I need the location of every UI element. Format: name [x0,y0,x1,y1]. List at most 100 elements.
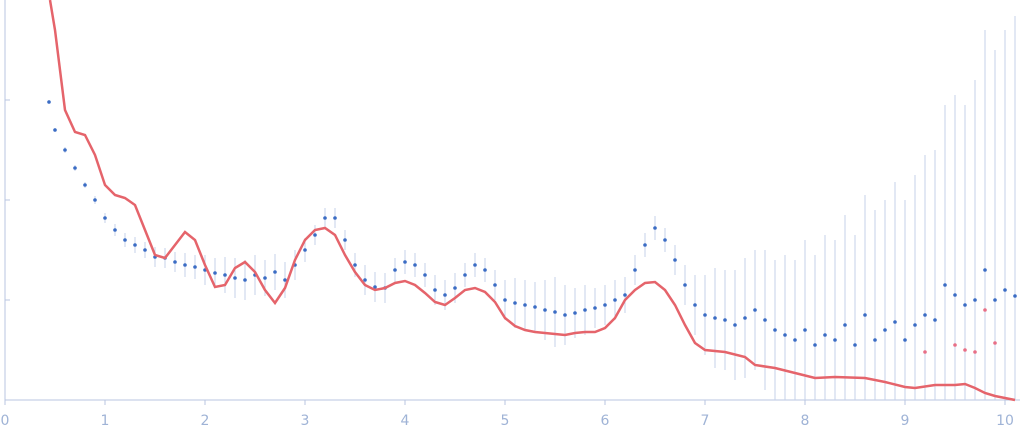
data-point [903,338,907,342]
data-point [433,288,437,292]
data-point [633,268,637,272]
data-point [313,233,317,237]
data-point [263,276,267,280]
data-point [1003,288,1007,292]
data-point [103,216,107,220]
data-point [443,293,447,297]
data-point [323,216,327,220]
data-point [553,310,557,314]
data-point [973,298,977,302]
x-tick-label: 6 [601,413,610,429]
data-point [133,243,137,247]
data-point [743,316,747,320]
data-point [833,338,837,342]
data-point [703,313,707,317]
data-point [123,238,127,242]
data-point [93,198,97,202]
data-point [333,216,337,220]
data-point [47,100,51,104]
data-point [563,313,567,317]
data-point [473,263,477,267]
data-point [193,265,197,269]
data-point [923,350,927,354]
data-point [993,298,997,302]
data-point [873,338,877,342]
data-point [733,323,737,327]
data-point [933,318,937,322]
x-tick-label: 9 [901,413,910,429]
data-point [283,278,287,282]
data-point [573,311,577,315]
data-point [863,313,867,317]
data-point [793,338,797,342]
data-point [1013,294,1017,298]
data-point [503,298,507,302]
data-point [653,226,657,230]
x-tick-label: 7 [701,413,710,429]
data-point [303,248,307,252]
data-point [393,268,397,272]
x-tick-label: 2 [201,413,210,429]
data-point [363,278,367,282]
data-point [763,318,767,322]
data-point [823,333,827,337]
data-point [273,270,277,274]
data-point [923,313,927,317]
data-point [83,183,87,187]
data-point [183,263,187,267]
data-point [813,343,817,347]
data-point [243,278,247,282]
data-point [513,301,517,305]
data-point [543,308,547,312]
data-point [113,228,117,232]
data-point [413,263,417,267]
x-tick-label: 8 [801,413,810,429]
data-point [403,260,407,264]
data-point [983,268,987,272]
data-point [693,303,697,307]
data-point [603,303,607,307]
data-point [713,316,717,320]
data-point [353,263,357,267]
data-point [73,166,77,170]
data-point [613,298,617,302]
data-point [893,320,897,324]
data-point [943,283,947,287]
data-point [453,286,457,290]
data-point [773,328,777,332]
data-point [963,303,967,307]
data-point [883,328,887,332]
data-point [583,308,587,312]
data-point [783,333,787,337]
data-point [993,341,997,345]
data-point [963,348,967,352]
fit-line [48,0,1016,402]
data-point [913,323,917,327]
x-tick-label: 4 [401,413,410,429]
data-point [373,285,377,289]
data-point [723,318,727,322]
data-point [643,243,647,247]
data-point [983,308,987,312]
x-tick-label: 5 [501,413,510,429]
data-point [143,248,147,252]
x-tick-label: 0 [1,413,10,429]
data-point [673,258,677,262]
data-point [343,238,347,242]
data-point [953,343,957,347]
data-point [173,260,177,264]
x-tick-label: 3 [301,413,310,429]
data-point [843,323,847,327]
x-tick-label: 10 [996,413,1014,429]
data-point [683,283,687,287]
data-point [803,328,807,332]
data-point [463,273,467,277]
data-point [53,128,57,132]
data-point [523,303,527,307]
data-point [223,273,227,277]
x-tick-label: 1 [101,413,110,429]
data-point [423,273,427,277]
data-point [973,350,977,354]
data-point [953,293,957,297]
